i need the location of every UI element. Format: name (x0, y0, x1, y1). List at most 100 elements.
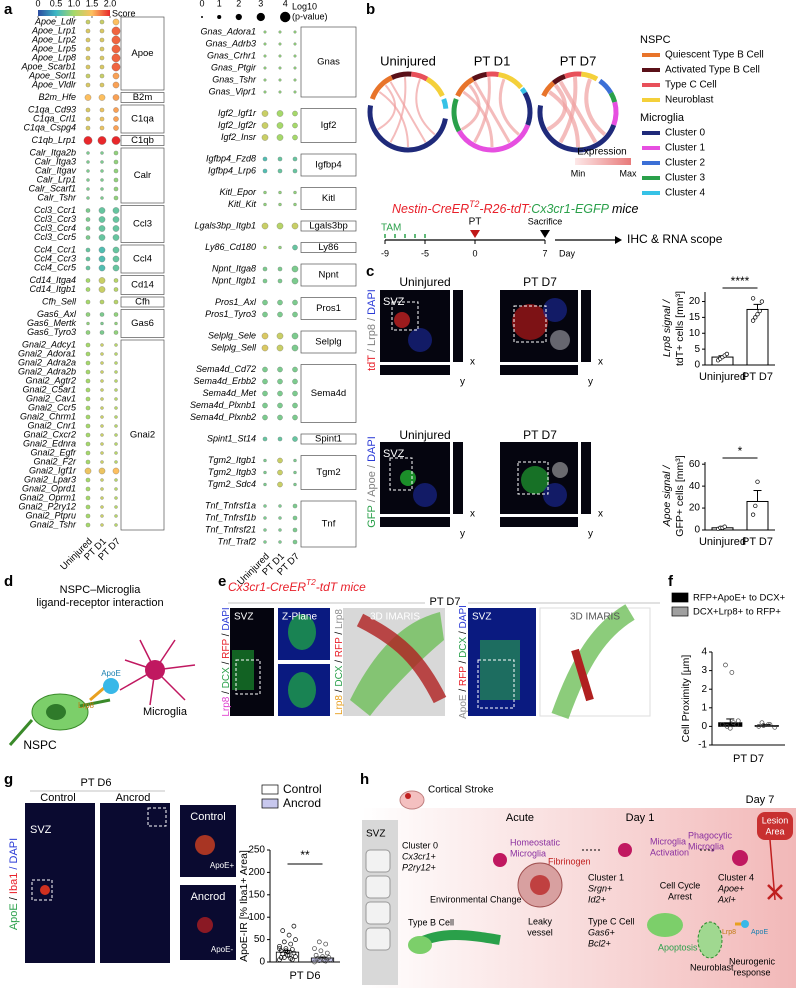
label-part: DCX (458, 636, 469, 657)
timeline-tick-label: -9 (381, 248, 389, 258)
y-tick-label: 2 (701, 684, 707, 695)
label-part: Cx3cr1-EGFP (531, 202, 609, 216)
y-tick-label: 3 (701, 665, 707, 676)
dot (112, 264, 120, 272)
dot (293, 90, 297, 94)
pair-label: Gnai2_Ccr5 (28, 402, 77, 412)
dot (291, 222, 299, 230)
expression-min: Min (571, 168, 586, 178)
group-label: Sema4d (311, 388, 346, 399)
scheme-label: Cluster 1 (588, 872, 624, 882)
tam-label: TAM (381, 223, 401, 234)
group-box (120, 92, 165, 103)
dot (262, 402, 268, 409)
point (289, 957, 295, 963)
dot (293, 470, 297, 475)
chord-arc (367, 104, 448, 153)
dot (98, 286, 106, 293)
bar (746, 500, 769, 531)
microscopy-images (25, 803, 236, 963)
dot (100, 343, 104, 347)
dot (114, 406, 118, 410)
group-label: Calr (134, 170, 151, 181)
dot (100, 523, 104, 527)
legend-label: Cluster 1 (665, 143, 705, 154)
size-legend-dot (235, 13, 242, 21)
x-tick-label: Uninjured (699, 536, 746, 548)
group-label: Igf2 (321, 120, 337, 131)
chord (546, 83, 567, 132)
dot (262, 168, 268, 174)
pair-label: Pros1_Axl (215, 297, 257, 307)
dot (85, 247, 91, 253)
dot (99, 125, 105, 131)
dot (277, 156, 283, 162)
dot (112, 207, 120, 214)
dot (85, 441, 91, 447)
pair-label: Gnai2_Ednra (23, 438, 76, 448)
scheme-label: response (733, 967, 770, 977)
chord-arc (425, 76, 445, 98)
dot (85, 459, 91, 465)
dot (277, 266, 283, 272)
y-tick-label: 150 (248, 889, 265, 900)
label-part: DCX (334, 665, 345, 686)
dot (114, 460, 118, 464)
point (719, 722, 725, 727)
readout-label: IHC & RNA scope (627, 232, 723, 246)
group-box (300, 187, 357, 210)
scheme-label: Id2+ (588, 894, 606, 904)
point (755, 479, 760, 484)
timeline-unit: Day (559, 248, 576, 258)
dot (84, 94, 92, 101)
point (750, 318, 756, 323)
dot (85, 312, 91, 317)
microscopy-images (230, 604, 651, 720)
scheme-label: Cortical Stroke (428, 785, 494, 796)
legend-label: Quiescent Type B Cell (665, 50, 764, 61)
dot (113, 125, 119, 131)
group-label: Selplg (315, 337, 341, 348)
size-legend-label: 0 (199, 0, 204, 8)
dot (292, 436, 298, 442)
group-label: Cfh (135, 297, 150, 308)
dot (85, 107, 91, 113)
scheme-label: Activation (650, 847, 689, 857)
dot (85, 278, 91, 283)
x-tick-label: PT D7 (742, 371, 773, 383)
legend-label: RFP+ApoE+ to DCX+ (693, 593, 786, 604)
dot (99, 55, 105, 61)
chord (415, 78, 436, 136)
chord-arc (608, 91, 618, 103)
cell-label: NSPC (23, 738, 57, 752)
stain-label: Lrp8 / DCX / RFP / Lrp8 (334, 609, 345, 715)
dot (111, 53, 121, 63)
scheme-label: Acute (506, 812, 534, 824)
dot (292, 378, 298, 385)
scheme-label: Cluster 4 (718, 872, 754, 882)
group-box (120, 339, 165, 531)
point (756, 724, 762, 729)
dot (85, 504, 91, 510)
dot (85, 208, 91, 213)
dot (114, 496, 118, 500)
label-part: / Apoe / (366, 462, 378, 505)
colorbar-tick-label: 1.5 (86, 0, 99, 8)
dot (85, 28, 91, 34)
dot (99, 312, 105, 317)
pair-label: Gnai2_Adcy1 (22, 339, 76, 349)
dot (100, 442, 104, 446)
dot (85, 82, 91, 88)
y-tick-label: 50 (254, 934, 266, 945)
dot (85, 414, 91, 420)
pair-label: Igf2_Igf1r (218, 108, 257, 118)
dot (276, 222, 284, 230)
chord-title: Uninjured (380, 53, 436, 68)
dot (85, 351, 91, 357)
dot (97, 136, 107, 145)
group-box (120, 104, 165, 134)
chord (473, 80, 511, 144)
pair-label: Gnas_Adrb3 (205, 38, 256, 48)
pair-label: C1qa_Cd93 (28, 104, 76, 114)
dot (86, 178, 90, 182)
